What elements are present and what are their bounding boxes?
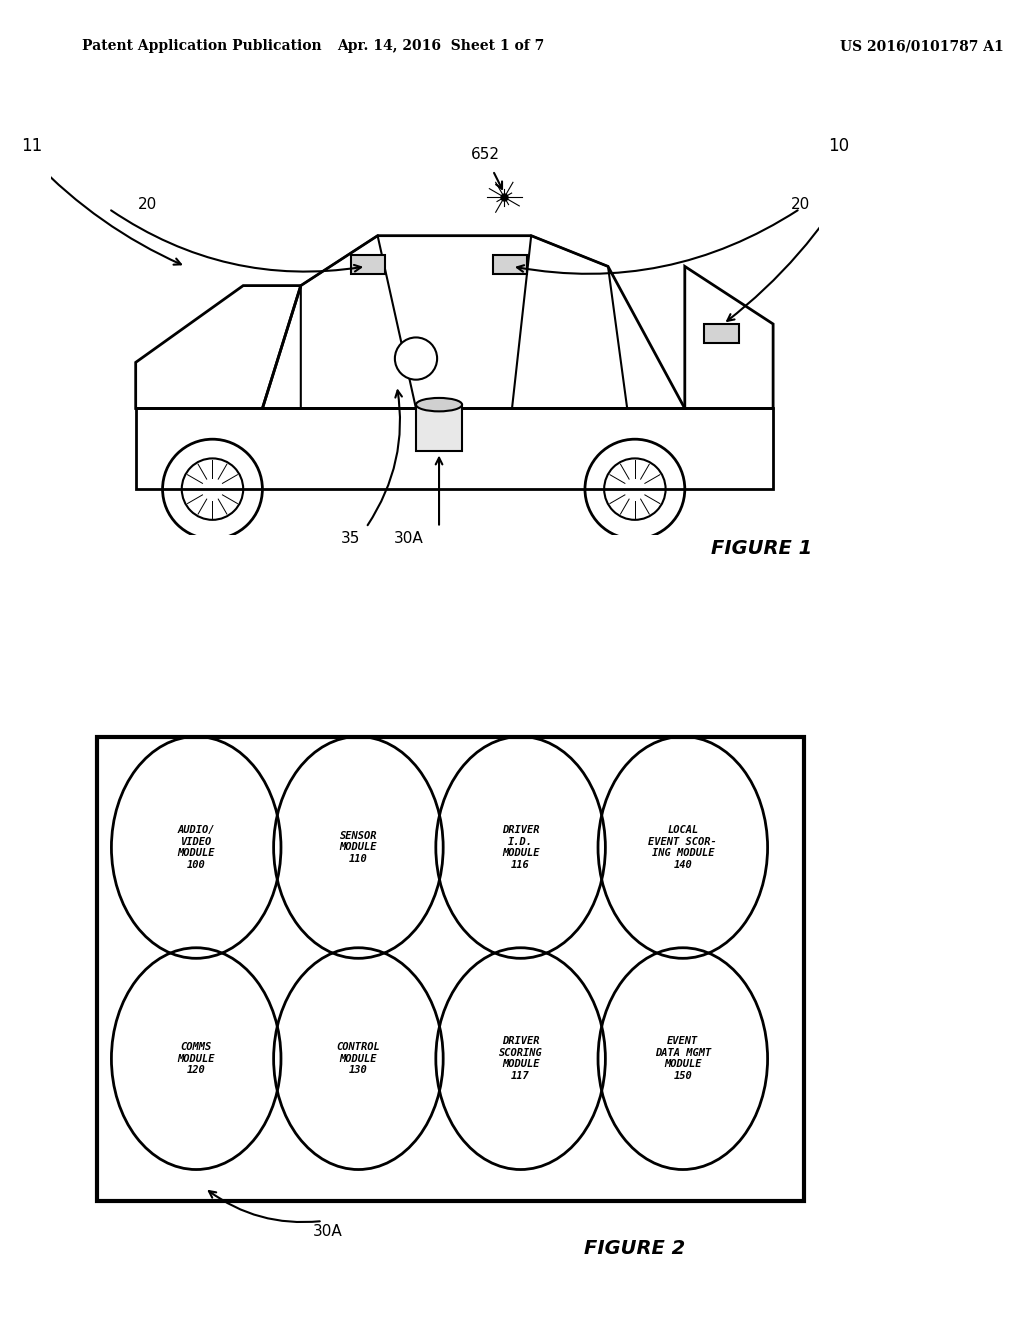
Text: 35: 35 — [341, 531, 360, 546]
Bar — [416, 405, 462, 450]
FancyArrowPatch shape — [517, 210, 798, 273]
FancyArrowPatch shape — [368, 391, 402, 525]
FancyArrowPatch shape — [209, 1191, 319, 1222]
Text: 10: 10 — [827, 137, 849, 156]
Text: Patent Application Publication: Patent Application Publication — [82, 40, 322, 53]
Text: 20: 20 — [791, 197, 810, 211]
FancyArrowPatch shape — [727, 173, 856, 321]
Bar — [705, 323, 738, 343]
FancyArrowPatch shape — [111, 210, 361, 272]
FancyArrowPatch shape — [435, 458, 442, 525]
Text: Apr. 14, 2016  Sheet 1 of 7: Apr. 14, 2016 Sheet 1 of 7 — [337, 40, 544, 53]
Text: CONTROL
MODULE
130: CONTROL MODULE 130 — [337, 1041, 380, 1076]
Text: FIGURE 2: FIGURE 2 — [585, 1239, 685, 1258]
Text: US 2016/0101787 A1: US 2016/0101787 A1 — [840, 40, 1004, 53]
FancyArrowPatch shape — [494, 173, 502, 189]
Ellipse shape — [416, 397, 462, 412]
Text: COMMS
MODULE
120: COMMS MODULE 120 — [177, 1041, 215, 1076]
Text: 11: 11 — [22, 137, 43, 156]
Bar — [350, 255, 385, 275]
Text: 652: 652 — [471, 147, 500, 162]
FancyArrowPatch shape — [34, 161, 181, 265]
Text: AUDIO/
VIDEO
MODULE
100: AUDIO/ VIDEO MODULE 100 — [177, 825, 215, 870]
Text: DRIVER
I.D.
MODULE
116: DRIVER I.D. MODULE 116 — [502, 825, 540, 870]
Text: 30A: 30A — [393, 531, 423, 546]
Text: EVENT
DATA MGMT
MODULE
150: EVENT DATA MGMT MODULE 150 — [654, 1036, 711, 1081]
Text: SENSOR
MODULE
110: SENSOR MODULE 110 — [340, 830, 377, 865]
Circle shape — [395, 338, 437, 380]
Bar — [493, 255, 527, 275]
Text: 30A: 30A — [312, 1224, 343, 1239]
Text: DRIVER
SCORING
MODULE
117: DRIVER SCORING MODULE 117 — [499, 1036, 543, 1081]
Text: 20: 20 — [137, 197, 157, 211]
Text: LOCAL
EVENT SCOR-
ING MODULE
140: LOCAL EVENT SCOR- ING MODULE 140 — [648, 825, 717, 870]
Text: FIGURE 1: FIGURE 1 — [711, 540, 812, 558]
